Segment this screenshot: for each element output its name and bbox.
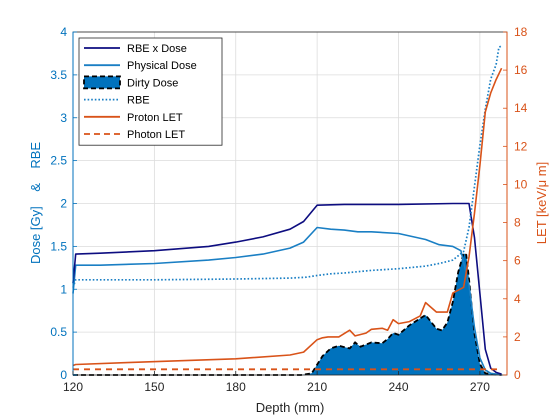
left-y-axis-label: Dose [Gy] & RBE <box>28 142 43 264</box>
left-y-tick-label: 3.5 <box>50 68 67 82</box>
left-y-tick-label: 2 <box>60 197 67 211</box>
legend-box <box>78 37 223 146</box>
left-y-tick-label: 0.5 <box>50 325 67 339</box>
x-tick-label: 120 <box>63 380 83 394</box>
right-y-tick-label: 0 <box>514 368 521 382</box>
left-y-tick-label: 3 <box>60 111 67 125</box>
legend-dirty-dose-label: Dirty Dose <box>127 77 178 89</box>
legend-rbe-x-dose-label: RBE x Dose <box>127 43 187 55</box>
left-y-tick-label: 0 <box>60 368 67 382</box>
series-physical-dose-line <box>72 226 502 376</box>
left-y-tick-label: 1.5 <box>50 239 67 253</box>
legend-physical-dose-label: Physical Dose <box>127 60 197 72</box>
left-y-tick-label: 1 <box>60 282 67 296</box>
right-y-tick-label: 10 <box>514 177 528 191</box>
right-y-tick-label: 12 <box>514 139 528 153</box>
legend-dirty-dose-swatch <box>83 75 121 90</box>
right-y-tick-label: 18 <box>514 25 528 39</box>
legend: RBE x Dose Physical Dose Dirty Dose RBE Prot… <box>78 37 223 146</box>
x-tick-label: 150 <box>144 380 164 394</box>
left-y-tick-label: 4 <box>60 25 67 39</box>
ticks: 120 150 180 210 240 270 0 0.5 1 1.5 2 2.5 3 3.5 4 0 2 4 6 8… <box>50 25 527 394</box>
right-y-tick-label: 16 <box>514 63 528 77</box>
legend-photon-let-label: Photon LET <box>127 129 185 141</box>
right-y-tick-label: 4 <box>514 292 521 306</box>
series-dirty-dose-area <box>73 253 502 375</box>
x-tick-label: 270 <box>470 380 490 394</box>
series-layer <box>72 44 503 376</box>
x-tick-label: 210 <box>307 380 327 394</box>
legend-proton-let-label: Proton LET <box>127 112 183 124</box>
right-y-tick-label: 8 <box>514 216 521 230</box>
x-tick-label: 180 <box>226 380 246 394</box>
legend-rbe-label: RBE <box>127 95 150 107</box>
right-y-tick-label: 14 <box>514 101 528 115</box>
right-y-tick-label: 2 <box>514 330 521 344</box>
right-y-tick-label: 6 <box>514 254 521 268</box>
left-y-tick-label: 2.5 <box>50 154 67 168</box>
x-tick-label: 240 <box>388 380 408 394</box>
series-rbe-x-dose-line <box>72 202 502 375</box>
series-dirty-dose-edge <box>73 251 502 376</box>
series-proton-let-line <box>72 67 503 367</box>
right-y-axis-label: LET [keV/μ m] <box>534 162 549 244</box>
x-axis-label: Depth (mm) <box>256 400 325 415</box>
